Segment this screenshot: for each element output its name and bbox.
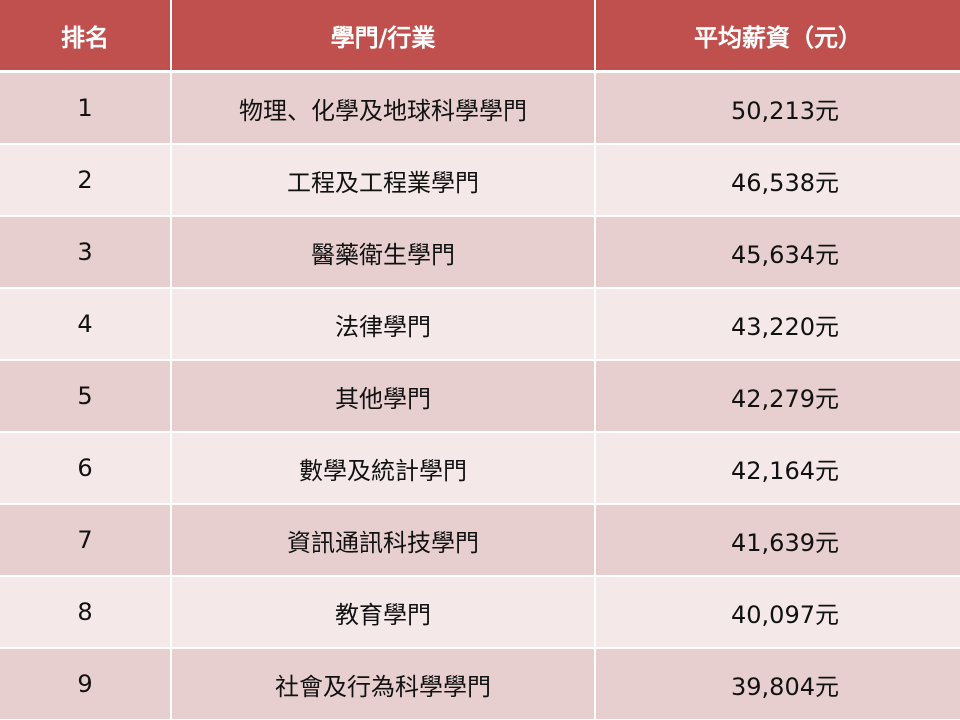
field-cell: 物理、化學及地球科學學門 [170,73,594,143]
field-cell: 工程及工程業學門 [170,145,594,215]
salary-cell: 41,639元 [594,505,960,575]
field-cell: 數學及統計學門 [170,433,594,503]
header-field: 學門/行業 [170,0,594,70]
rank-cell: 9 [77,670,93,698]
rank-cell: 6 [77,454,93,482]
field-cell: 資訊通訊科技學門 [170,505,594,575]
salary-cell: 42,279元 [594,361,960,431]
salary-cell: 40,097元 [594,577,960,647]
rank-cell: 8 [77,598,93,626]
salary-cell: 42,164元 [594,433,960,503]
field-cell: 教育學門 [170,577,594,647]
rank-cell: 7 [77,526,93,554]
table-row: 3 醫藥衛生學門 45,634元 [0,217,960,287]
field-cell: 社會及行為科學學門 [170,649,594,719]
table-row: 2 工程及工程業學門 46,538元 [0,145,960,215]
field-cell: 其他學門 [170,361,594,431]
table-row: 5 其他學門 42,279元 [0,361,960,431]
salary-cell: 50,213元 [594,73,960,143]
table-header-row: 排名 學門/行業 平均薪資（元） [0,0,960,70]
header-salary: 平均薪資（元） [594,0,960,70]
table-row: 1 物理、化學及地球科學學門 50,213元 [0,73,960,143]
header-rank: 排名 [61,23,109,52]
rank-cell: 5 [77,382,93,410]
salary-cell: 43,220元 [594,289,960,359]
table-row: 9 社會及行為科學學門 39,804元 [0,649,960,719]
table-row: 8 教育學門 40,097元 [0,577,960,647]
field-cell: 法律學門 [170,289,594,359]
rank-cell: 3 [77,238,93,266]
table-row: 7 資訊通訊科技學門 41,639元 [0,505,960,575]
table-row: 6 數學及統計學門 42,164元 [0,433,960,503]
salary-cell: 45,634元 [594,217,960,287]
salary-cell: 39,804元 [594,649,960,719]
table-row: 4 法律學門 43,220元 [0,289,960,359]
salary-cell: 46,538元 [594,145,960,215]
rank-cell: 1 [77,94,93,122]
rank-cell: 4 [77,310,93,338]
field-cell: 醫藥衛生學門 [170,217,594,287]
rank-cell: 2 [77,166,93,194]
